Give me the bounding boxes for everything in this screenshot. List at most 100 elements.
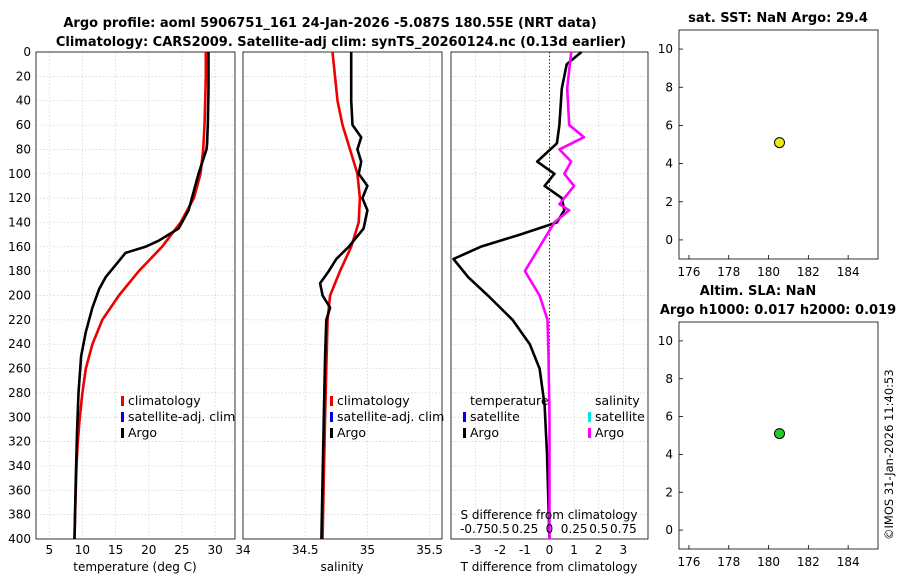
x-tick-label: 10: [75, 543, 90, 557]
y-tick-label: 10: [658, 42, 673, 56]
depth-tick-label: 20: [16, 69, 31, 83]
depth-tick-label: 360: [8, 483, 31, 497]
salinity-climatology-line: [321, 51, 362, 540]
legend-argo-label: Argo: [337, 425, 366, 440]
legend-satellite-label: satellite-adj. clim: [128, 409, 235, 424]
y-tick-label: 6: [665, 118, 673, 132]
y-tick-label: 0: [665, 523, 673, 537]
legend-t-satellite-swatch: [463, 412, 466, 422]
y-tick-label: 2: [665, 485, 673, 499]
x-tick-label: 34: [235, 543, 250, 557]
salinity-Argo-line: [318, 52, 369, 540]
temperature-axes-frame: [35, 51, 236, 540]
x-tick-label: 178: [717, 555, 740, 569]
x-tick-label: 176: [677, 265, 700, 279]
salinity-x-label: salinity: [320, 560, 363, 574]
depth-tick-label: 220: [8, 313, 31, 327]
sst-panel: sat. SST: NaN Argo: 29.4 176 178 180 182 184…: [658, 11, 879, 279]
depth-tick-label: 240: [8, 337, 31, 351]
s-tick-label: 0.5: [589, 522, 608, 536]
x-tick-label: 5: [45, 543, 53, 557]
differences-salinity-Argo-line: [523, 51, 586, 539]
depth-tick-label: 380: [8, 508, 31, 522]
t-difference-label: T difference from climatology: [460, 560, 638, 574]
legend-climatology-swatch: [121, 396, 124, 406]
salinity-legend: climatology satellite-adj. clim Argo: [330, 393, 444, 440]
temperature-x-label: temperature (deg C): [73, 560, 196, 574]
legend-s-argo-label: Argo: [595, 425, 624, 440]
s-difference-label: S difference from climatology: [461, 508, 638, 522]
legend-s-satellite-swatch: [588, 412, 591, 422]
s-tick-label: -0.75: [460, 522, 491, 536]
temperature-panel: 5 10 15 20 25 30 0 20 40 60 80 100 120 140 160 180 200 2…: [8, 45, 236, 574]
legend-s-argo-swatch: [588, 428, 591, 438]
legend-salinity-title: salinity: [595, 393, 640, 408]
sst-axes-frame: [678, 29, 879, 260]
legend-climatology-label: climatology: [128, 393, 201, 408]
legend-s-satellite-label: satellite: [595, 409, 645, 424]
sla-title-line-1: Altim. SLA: NaN: [700, 284, 816, 299]
x-tick-label: 0: [546, 543, 554, 557]
x-tick-label: 3: [620, 543, 628, 557]
depth-tick-label: 180: [8, 264, 31, 278]
legend-t-argo-label: Argo: [470, 425, 499, 440]
x-tick-label: 1: [570, 543, 578, 557]
s-tick-label: 0.25: [561, 522, 588, 536]
depth-tick-label: 260: [8, 362, 31, 376]
y-tick-label: 10: [658, 334, 673, 348]
difference-legend: temperature salinity satellite Argo sate…: [463, 393, 645, 440]
s-tick-label: 0.75: [610, 522, 637, 536]
x-tick-label: 182: [797, 265, 820, 279]
salinity-panel: 34 34.5 35 35.5 salinity climatology satell…: [235, 51, 444, 574]
s-tick-label: 0.5: [491, 522, 510, 536]
sla-marker: [773, 428, 785, 440]
x-tick-label: 184: [837, 265, 860, 279]
legend-t-argo-swatch: [463, 428, 466, 438]
y-tick-label: 0: [665, 233, 673, 247]
sla-panel: Altim. SLA: NaN Argo h1000: 0.017 h2000:…: [658, 284, 896, 569]
title-line-1: Argo profile: aoml 5906751_161 24-Jan-20…: [63, 16, 596, 31]
salinity-axes-frame: [242, 51, 443, 540]
sla-axes-frame: [678, 321, 879, 550]
x-tick-label: 35.5: [416, 543, 443, 557]
x-tick-label: 178: [717, 265, 740, 279]
x-tick-label: 182: [797, 555, 820, 569]
sla-title-line-2: Argo h1000: 0.017 h2000: 0.019: [660, 303, 896, 318]
x-tick-label: -2: [494, 543, 506, 557]
legend-argo-label: Argo: [128, 425, 157, 440]
differences-temperature-Argo-line: [452, 50, 583, 540]
legend-satellite-label: satellite-adj. clim: [337, 409, 444, 424]
sst-marker: [773, 137, 785, 149]
x-tick-label: 176: [677, 555, 700, 569]
x-tick-label: -3: [470, 543, 482, 557]
depth-tick-label: 60: [16, 118, 31, 132]
x-tick-label: 180: [757, 555, 780, 569]
depth-tick-label: 140: [8, 215, 31, 229]
depth-tick-label: 320: [8, 435, 31, 449]
legend-climatology-swatch: [330, 396, 333, 406]
temperature-climatology-line: [73, 52, 208, 540]
timestamp: ©IMOS 31-Jan-2026 11:40:53: [882, 369, 896, 540]
legend-t-satellite-label: satellite: [470, 409, 520, 424]
x-tick-label: 35: [360, 543, 375, 557]
x-tick-label: 15: [108, 543, 123, 557]
legend-argo-swatch: [330, 428, 333, 438]
x-tick-label: 2: [595, 543, 603, 557]
legend-satellite-swatch: [330, 412, 333, 422]
s-tick-label: 0: [546, 522, 554, 536]
y-tick-label: 8: [665, 372, 673, 386]
depth-tick-label: 280: [8, 386, 31, 400]
difference-panel: -3 -2 -1 0 1 2 3 S difference from climatology…: [450, 50, 649, 574]
x-tick-label: 180: [757, 265, 780, 279]
depth-tick-label: 160: [8, 240, 31, 254]
x-tick-label: 30: [207, 543, 222, 557]
y-tick-label: 2: [665, 195, 673, 209]
s-tick-label: 0.25: [512, 522, 539, 536]
legend-satellite-swatch: [121, 412, 124, 422]
title-line-2: Climatology: CARS2009. Satellite-adj cli…: [56, 35, 626, 50]
temperature-Argo-line: [73, 52, 210, 540]
sst-title: sat. SST: NaN Argo: 29.4: [688, 11, 868, 26]
depth-tick-label: 0: [23, 45, 31, 59]
x-tick-label: 34.5: [292, 543, 319, 557]
